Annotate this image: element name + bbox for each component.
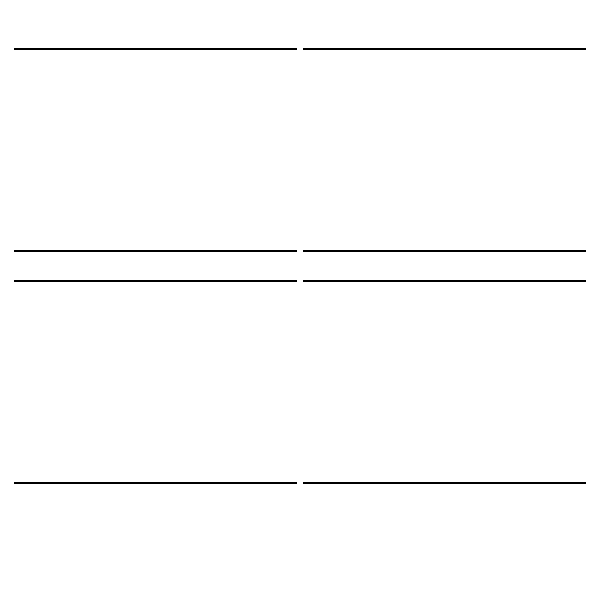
scene: [14, 282, 297, 484]
band-stripe: [303, 24, 437, 48]
panel-dining-height: [303, 24, 586, 252]
section-band: [14, 256, 297, 280]
band-stripe: [14, 256, 148, 280]
band-stripe: [164, 24, 298, 48]
scene: [14, 50, 297, 252]
band-stripe: [453, 24, 587, 48]
section-band: [303, 256, 586, 280]
band-stripe: [453, 256, 587, 280]
top-rule: [303, 48, 586, 50]
scene: [303, 282, 586, 484]
band-stripe: [164, 256, 298, 280]
section-band: [303, 24, 586, 48]
panel-bar-height: [14, 24, 297, 252]
band-stripe: [303, 256, 437, 280]
scene: [303, 50, 586, 252]
panel-counter-height: [303, 256, 586, 484]
section-band: [14, 24, 297, 48]
top-rule: [14, 280, 297, 282]
top-rule: [303, 280, 586, 282]
band-stripe: [14, 24, 148, 48]
panel-grid: [14, 24, 586, 484]
top-rule: [14, 48, 297, 50]
panel-extra-tall-height: [14, 256, 297, 484]
